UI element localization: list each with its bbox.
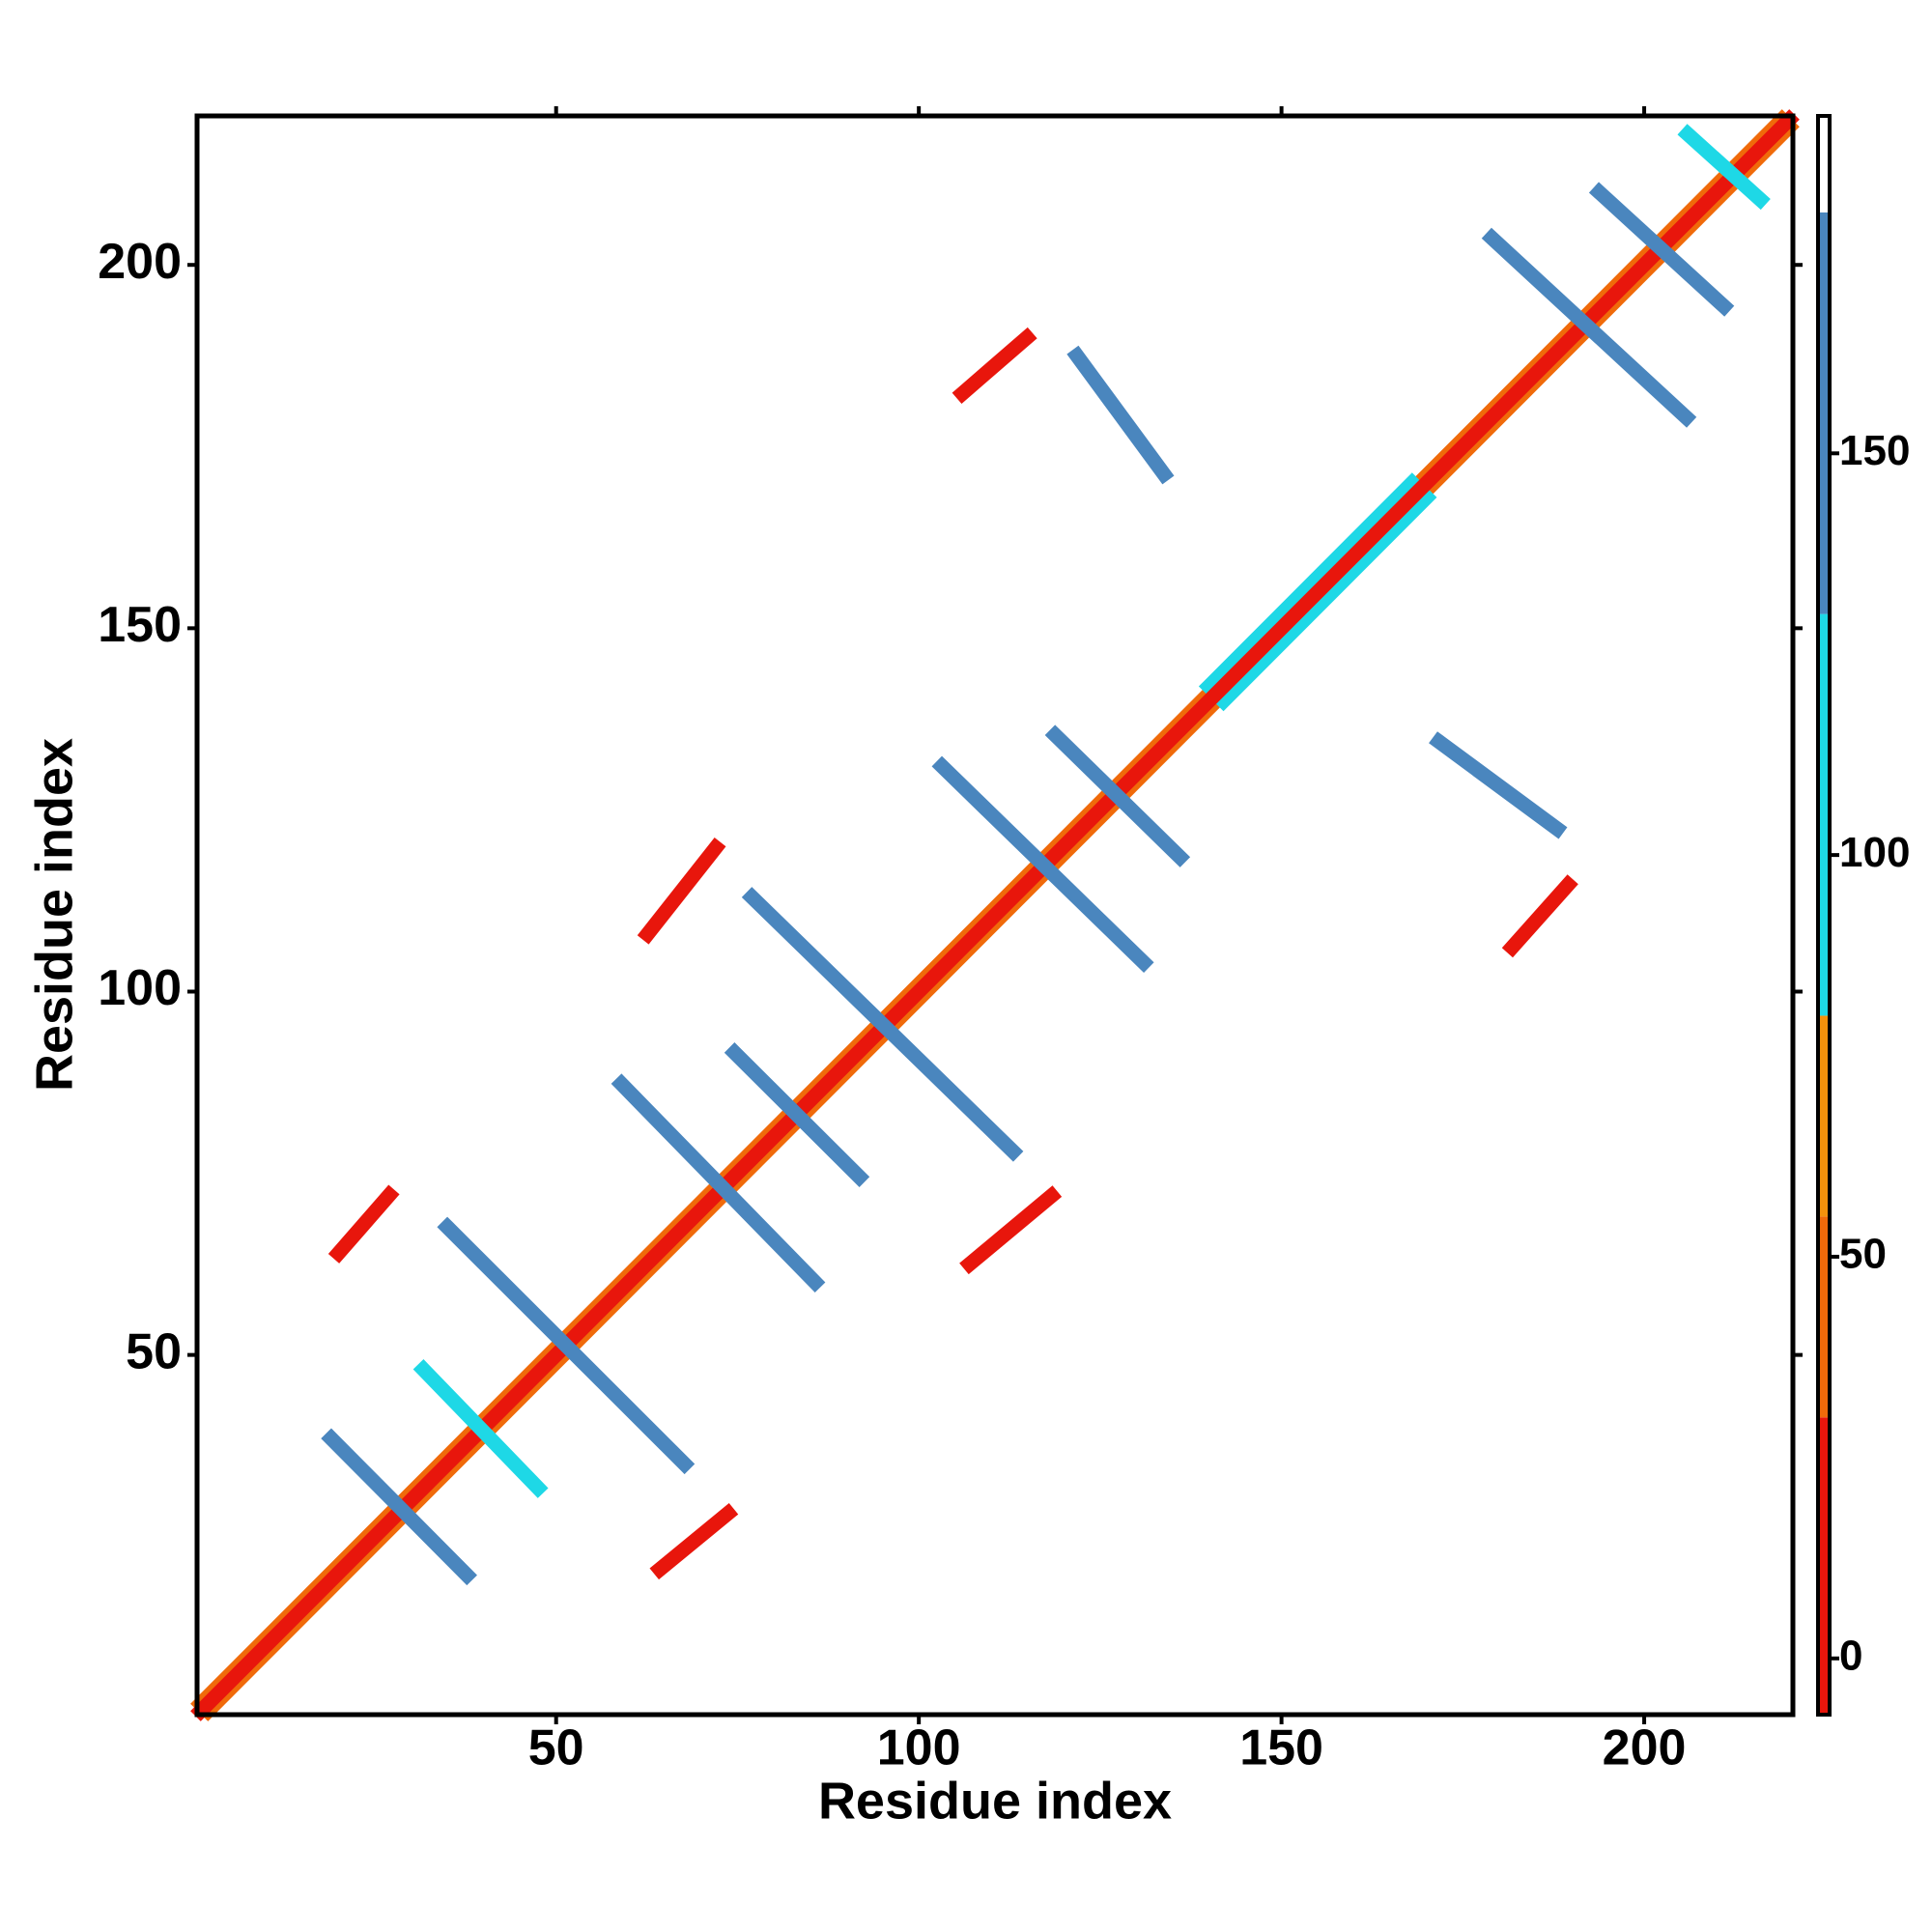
colorbar-tick-label: 150 (1839, 427, 1910, 474)
y-tick-label: 200 (98, 234, 182, 290)
contact-segment (1677, 124, 1771, 211)
x-tick-label: 50 (528, 1720, 584, 1776)
contact-segment (1198, 472, 1423, 697)
colorbar-band (1818, 1417, 1830, 1715)
colorbar-frame (1816, 114, 1832, 1717)
x-axis-title: Residue index (818, 1772, 1172, 1830)
contact-segment (724, 1042, 870, 1187)
colorbar-band (1818, 116, 1830, 213)
contact-segment (1044, 724, 1191, 867)
x-tick-label: 100 (877, 1720, 961, 1776)
contact-segment (190, 109, 1800, 1721)
contact-segment (321, 1428, 477, 1586)
contact-segment (649, 1503, 739, 1580)
contact-segment (1588, 182, 1735, 317)
colorbar-tick-label: 0 (1839, 1632, 1862, 1679)
colorbar-band (1818, 1216, 1830, 1418)
contact-segment (1212, 487, 1437, 712)
contact-segment (1429, 731, 1568, 839)
contact-segment (952, 327, 1037, 404)
colorbar-band (1818, 212, 1830, 614)
contact-segment (741, 887, 1024, 1162)
colorbar-tick-label: 100 (1839, 829, 1910, 876)
contact-segment (959, 1185, 1063, 1275)
x-tick-label: 200 (1603, 1720, 1687, 1776)
contact-segment (611, 1073, 826, 1293)
contact-segment (327, 1184, 400, 1264)
y-axis-title: Residue index (25, 738, 83, 1092)
contact-segment (931, 755, 1154, 974)
y-tick-label: 150 (98, 597, 182, 653)
colorbar-tick-label: 50 (1839, 1231, 1887, 1278)
contact-segment (1481, 227, 1697, 428)
plot-frame (194, 113, 1796, 1718)
colorbar-band (1818, 613, 1830, 1016)
contact-segment (412, 1359, 549, 1498)
y-tick-label: 100 (98, 960, 182, 1016)
contact-segment (637, 837, 726, 945)
colorbar-band (1818, 1015, 1830, 1217)
contact-segment (1066, 345, 1175, 485)
y-tick-label: 50 (126, 1323, 182, 1379)
contact-segment (437, 1216, 696, 1475)
contact-segment (1501, 874, 1578, 958)
x-tick-label: 150 (1239, 1720, 1323, 1776)
